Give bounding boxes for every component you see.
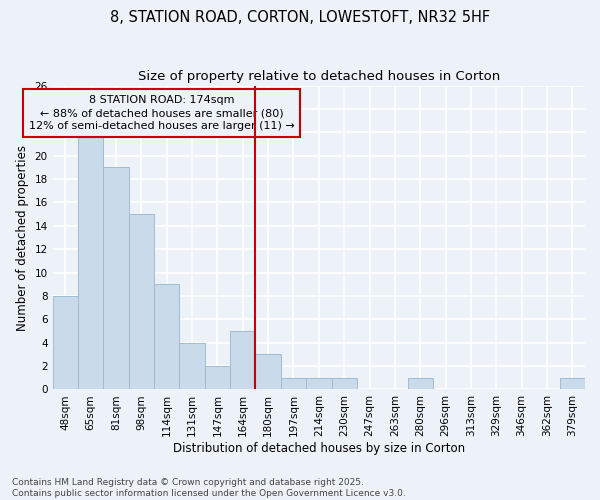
X-axis label: Distribution of detached houses by size in Corton: Distribution of detached houses by size … [173, 442, 465, 455]
Y-axis label: Number of detached properties: Number of detached properties [16, 144, 29, 330]
Bar [281, 378, 306, 390]
Bar [256, 354, 281, 390]
Bar [230, 331, 256, 390]
Bar [179, 342, 205, 390]
Bar [154, 284, 179, 390]
Bar [407, 378, 433, 390]
Bar [560, 378, 585, 390]
Title: Size of property relative to detached houses in Corton: Size of property relative to detached ho… [138, 70, 500, 83]
Bar [306, 378, 332, 390]
Bar [205, 366, 230, 390]
Text: 8 STATION ROAD: 174sqm
← 88% of detached houses are smaller (80)
12% of semi-det: 8 STATION ROAD: 174sqm ← 88% of detached… [29, 95, 295, 132]
Bar [78, 132, 103, 390]
Bar [332, 378, 357, 390]
Text: Contains HM Land Registry data © Crown copyright and database right 2025.
Contai: Contains HM Land Registry data © Crown c… [12, 478, 406, 498]
Bar [103, 168, 129, 390]
Bar [53, 296, 78, 390]
Text: 8, STATION ROAD, CORTON, LOWESTOFT, NR32 5HF: 8, STATION ROAD, CORTON, LOWESTOFT, NR32… [110, 10, 490, 25]
Bar [129, 214, 154, 390]
